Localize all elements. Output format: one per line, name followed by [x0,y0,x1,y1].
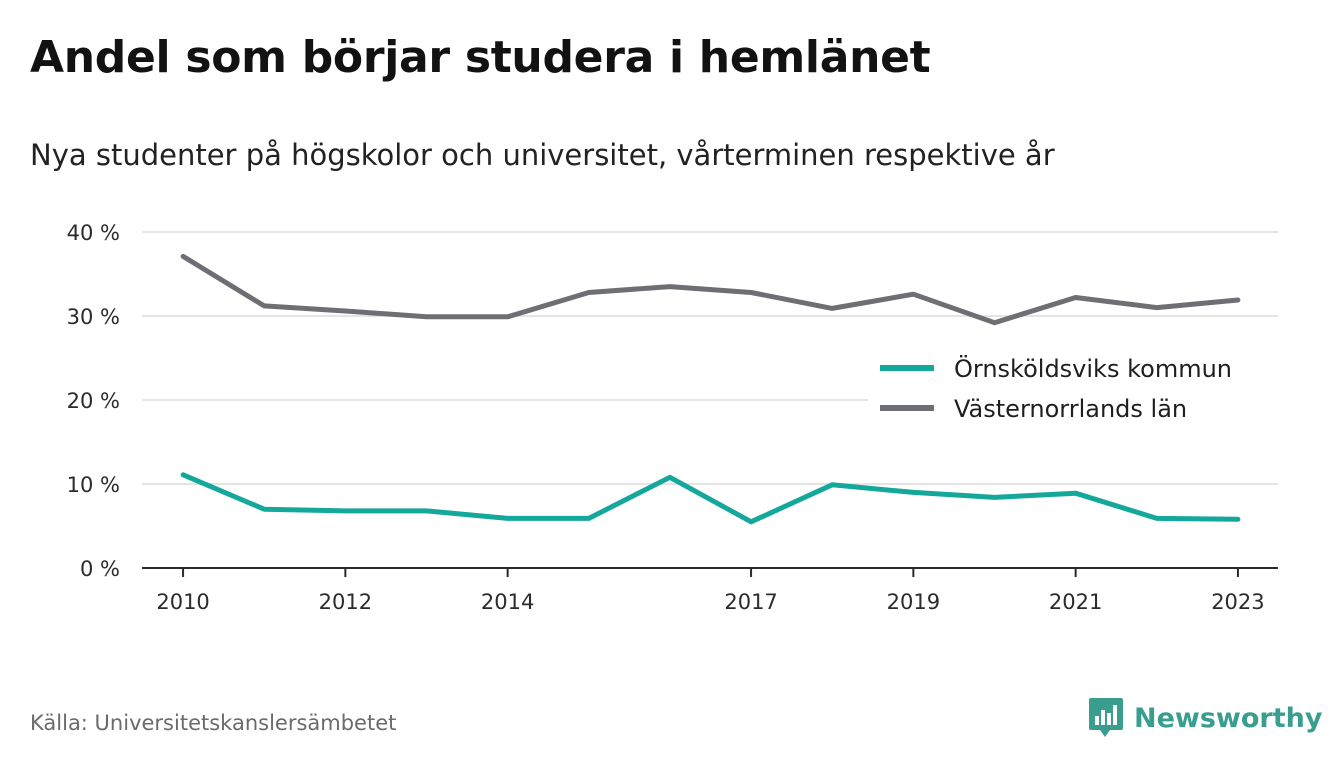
series-lines [180,253,1241,525]
brand-name: Newsworthy [1134,702,1323,734]
y-tick-label: 20 % [67,389,120,413]
y-tick-label: 0 % [80,557,120,581]
line-chart: 0 % 10 % 20 % 30 % 40 % 2010 2012 2014 2017 2019… [67,221,1278,614]
y-tick-label: 10 % [67,473,120,497]
legend-label: Västernorrlands län [954,395,1187,423]
x-tick-label: 2021 [1049,590,1102,614]
source-note: Källa: Universitetskanslersämbetet [30,711,397,735]
x-tick-label: 2017 [724,590,777,614]
x-tick-label: 2019 [887,590,940,614]
series-line-vasternorrland [180,253,1241,326]
x-tick-label: 2023 [1211,590,1264,614]
y-tick-label: 40 % [67,221,120,245]
series-line-ornskoldsvik [180,472,1241,525]
y-axis: 0 % 10 % 20 % 30 % 40 % [67,221,120,581]
legend-label: Örnsköldsviks kommun [954,354,1232,383]
brand-logo: Newsworthy [1088,696,1322,740]
bar-chart-speech-bubble-icon [1089,698,1123,737]
x-tick-label: 2010 [156,590,209,614]
x-tick-label: 2012 [319,590,372,614]
x-axis: 2010 2012 2014 2017 2019 2021 2023 [142,567,1278,614]
x-tick-label: 2014 [481,590,534,614]
legend-background [868,344,1278,436]
chart-title: Andel som börjar studera i hemlänet [30,32,931,83]
chart-subtitle: Nya studenter på högskolor och universit… [30,138,1055,172]
legend: Örnsköldsviks kommun Västernorrlands län [868,344,1278,436]
y-tick-label: 30 % [67,305,120,329]
